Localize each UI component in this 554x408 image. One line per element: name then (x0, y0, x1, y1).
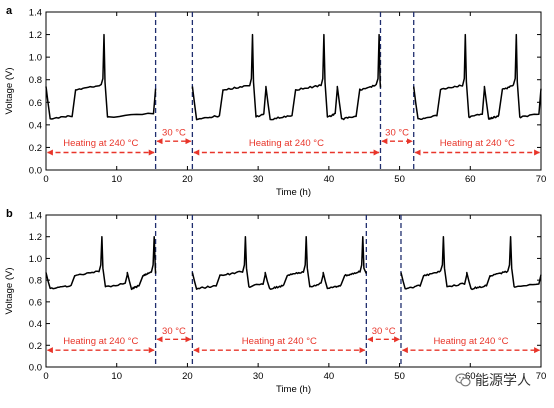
voltage-trace (191, 33, 382, 121)
y-tick-label: 0.6 (29, 297, 42, 308)
y-tick-label: 0.8 (29, 75, 42, 86)
x-axis-label: Time (h) (276, 384, 311, 395)
y-tick-label: 1.4 (29, 211, 42, 222)
y-tick-label: 0.4 (29, 120, 42, 131)
plot-frame (45, 214, 542, 368)
watermark: 能源学人 (455, 370, 531, 390)
x-tick-label: 10 (111, 371, 122, 382)
y-tick-label: 0.2 (29, 341, 42, 352)
y-tick-label: 0.0 (29, 363, 42, 374)
annotation-label: Heating at 240 °C (440, 138, 515, 149)
watermark-text: 能源学人 (475, 373, 531, 389)
annotation-label: Heating at 240 °C (63, 138, 138, 149)
y-tick-label: 0.0 (29, 166, 42, 177)
x-tick-label: 50 (394, 371, 405, 382)
x-tick-label: 0 (43, 371, 48, 382)
x-tick-label: 30 (253, 371, 264, 382)
x-tick-label: 30 (253, 174, 264, 185)
x-tick-label: 10 (111, 174, 122, 185)
x-tick-label: 20 (182, 371, 193, 382)
annotation-label: Heating at 240 °C (249, 138, 324, 149)
x-tick-label: 20 (182, 174, 193, 185)
y-tick-label: 1.2 (29, 232, 42, 243)
y-tick-label: 1.0 (29, 53, 42, 64)
panel-label: a (6, 5, 13, 17)
y-tick-label: 1.0 (29, 254, 42, 265)
annotation-label: 30 °C (385, 128, 409, 139)
annotation-label: 30 °C (162, 326, 186, 337)
x-tick-label: 40 (324, 174, 335, 185)
voltage-trace (412, 33, 542, 121)
annotation-label: Heating at 240 °C (242, 336, 317, 347)
x-tick-label: 70 (536, 174, 547, 185)
y-tick-label: 0.4 (29, 319, 42, 330)
annotation-label: 30 °C (162, 128, 186, 139)
y-axis-label: Voltage (V) (4, 268, 15, 315)
x-axis-label: Time (h) (276, 187, 311, 198)
x-tick-label: 60 (465, 371, 476, 382)
annotation-label: Heating at 240 °C (433, 336, 508, 347)
x-tick-label: 50 (394, 174, 405, 185)
voltage-trace (400, 235, 542, 291)
annotation-label: 30 °C (372, 326, 396, 337)
y-tick-label: 1.2 (29, 30, 42, 41)
x-tick-label: 40 (324, 371, 335, 382)
y-tick-label: 0.8 (29, 276, 42, 287)
x-tick-label: 70 (536, 371, 547, 382)
wechat-logo-icon (455, 373, 471, 387)
x-tick-label: 60 (465, 174, 476, 185)
panel-label: b (6, 208, 13, 220)
panel-a: a 0 10 20 30 40 50 60 70 0.0 0.2 0.4 0.6 0.8 1.0 1.2 1.4… (4, 5, 546, 198)
voltage-trace (45, 235, 157, 291)
panel-b: b 0 10 20 30 40 50 60 70 0.0 0.2 0.4 0.6 0.8 1.0 1.2 1.4… (4, 208, 546, 395)
y-tick-label: 1.4 (29, 8, 42, 19)
y-tick-label: 0.2 (29, 143, 42, 154)
y-tick-label: 0.6 (29, 98, 42, 109)
annotation-label: Heating at 240 °C (63, 336, 138, 347)
x-tick-label: 0 (43, 174, 48, 185)
y-axis-label: Voltage (V) (4, 68, 15, 115)
voltage-trace (45, 33, 157, 120)
voltage-trace (191, 235, 367, 290)
